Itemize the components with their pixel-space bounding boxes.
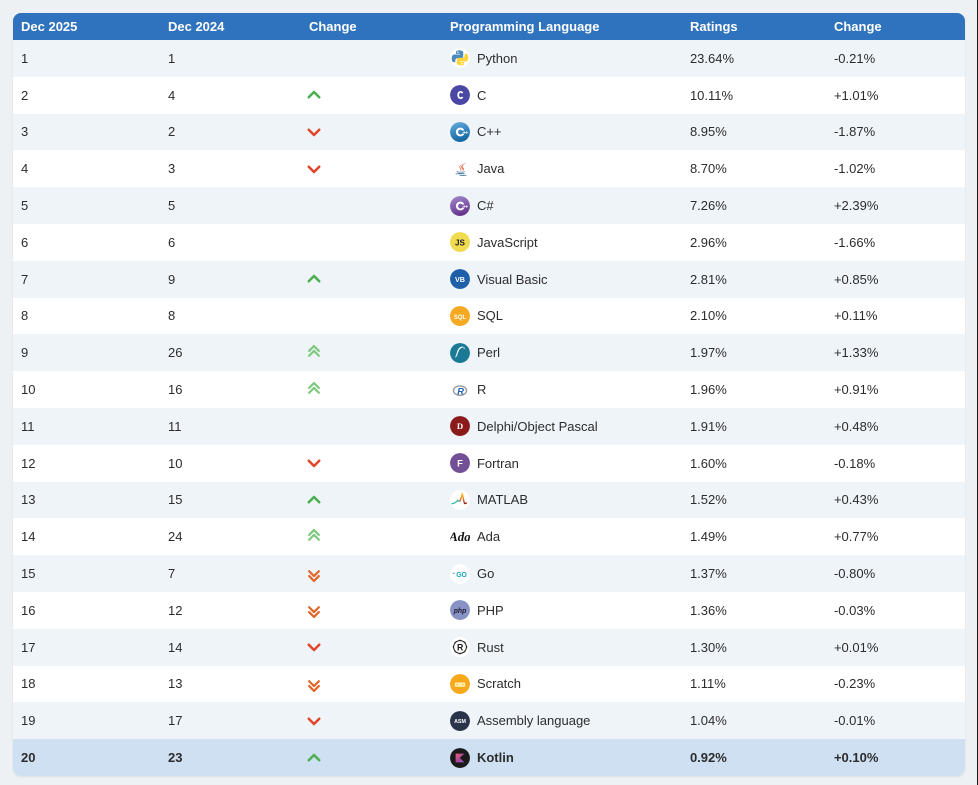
svg-text:GO: GO — [456, 571, 467, 578]
svg-text:ASM: ASM — [454, 719, 466, 725]
svg-text:VB: VB — [455, 276, 465, 284]
svg-text:F: F — [457, 459, 463, 469]
svg-text:R: R — [457, 643, 464, 653]
svg-text:JS: JS — [455, 239, 466, 248]
svg-text:D: D — [457, 421, 463, 431]
svg-text:php: php — [453, 608, 467, 615]
svg-text:R: R — [457, 386, 464, 396]
svg-text:SQL: SQL — [454, 315, 467, 321]
